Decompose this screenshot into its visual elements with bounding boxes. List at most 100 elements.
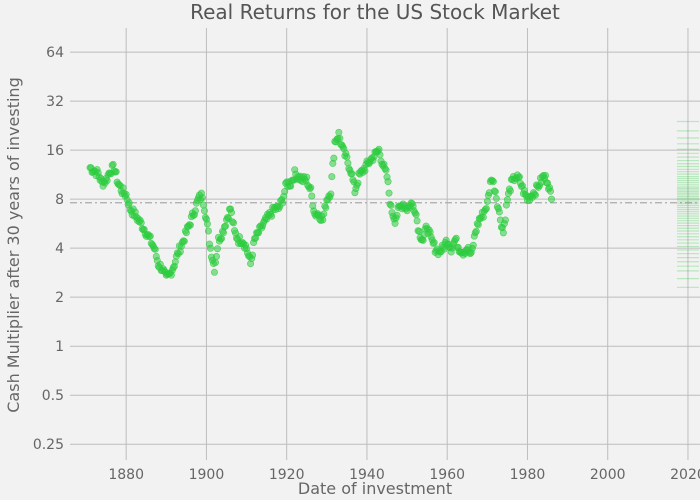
data-point bbox=[385, 189, 393, 197]
data-point bbox=[109, 160, 117, 168]
data-point bbox=[515, 173, 523, 181]
data-point bbox=[281, 188, 289, 196]
y-tick-label: 1 bbox=[55, 339, 64, 355]
data-point bbox=[474, 221, 482, 229]
data-point bbox=[489, 178, 497, 186]
data-point bbox=[327, 190, 335, 198]
data-point bbox=[393, 211, 401, 219]
data-point bbox=[217, 235, 225, 243]
data-point bbox=[322, 204, 330, 212]
data-point bbox=[413, 217, 421, 225]
data-point bbox=[228, 209, 236, 217]
data-point bbox=[472, 227, 480, 235]
data-point bbox=[382, 166, 390, 174]
y-axis-label: Cash Multiplier after 30 years of invest… bbox=[4, 77, 23, 412]
data-point bbox=[191, 207, 199, 215]
distribution-layer bbox=[676, 120, 699, 288]
y-tick-label: 0.25 bbox=[33, 437, 64, 453]
data-point bbox=[186, 221, 194, 229]
data-point bbox=[492, 194, 500, 202]
x-tick-label: 1880 bbox=[108, 467, 144, 483]
data-point bbox=[483, 197, 491, 205]
x-tick-label: 1980 bbox=[510, 467, 546, 483]
x-tick-label: 1940 bbox=[349, 467, 385, 483]
data-point bbox=[203, 220, 211, 228]
data-point bbox=[430, 239, 438, 247]
data-point bbox=[531, 191, 539, 199]
data-point bbox=[206, 244, 214, 252]
data-point bbox=[501, 216, 509, 224]
data-point bbox=[279, 199, 287, 207]
y-tick-label: 4 bbox=[55, 241, 64, 257]
data-point bbox=[348, 170, 356, 178]
data-point bbox=[204, 227, 212, 235]
data-point bbox=[200, 207, 208, 215]
y-tick-label: 0.5 bbox=[42, 388, 64, 404]
data-point bbox=[198, 194, 206, 202]
data-point bbox=[335, 128, 343, 136]
data-points bbox=[86, 128, 556, 279]
data-point bbox=[384, 178, 392, 186]
data-point bbox=[491, 188, 499, 196]
data-point bbox=[125, 199, 133, 207]
y-tick-label: 8 bbox=[55, 192, 64, 208]
data-point bbox=[182, 229, 190, 237]
data-point bbox=[376, 151, 384, 159]
data-point bbox=[307, 184, 315, 192]
data-point bbox=[211, 259, 219, 267]
data-point bbox=[230, 219, 238, 227]
data-point bbox=[482, 205, 490, 213]
data-point bbox=[336, 134, 344, 142]
x-tick-label: 1960 bbox=[429, 467, 465, 483]
data-point bbox=[479, 213, 487, 221]
data-point bbox=[548, 195, 556, 203]
data-point bbox=[236, 233, 244, 241]
data-point bbox=[506, 187, 514, 195]
grid bbox=[70, 28, 700, 460]
data-point bbox=[213, 245, 221, 253]
data-point bbox=[503, 196, 511, 204]
y-tick-label: 2 bbox=[55, 290, 64, 306]
data-point bbox=[328, 173, 336, 181]
data-point bbox=[112, 168, 120, 176]
data-point bbox=[361, 167, 369, 175]
data-point bbox=[199, 201, 207, 209]
x-tick-label: 2000 bbox=[590, 467, 626, 483]
data-point bbox=[180, 237, 188, 245]
data-point bbox=[219, 229, 227, 237]
x-tick-label: 1900 bbox=[189, 467, 225, 483]
x-tick-label: 1920 bbox=[269, 467, 305, 483]
data-point bbox=[303, 173, 311, 181]
data-point bbox=[268, 212, 276, 220]
data-point bbox=[308, 192, 316, 200]
data-point bbox=[387, 201, 395, 209]
y-tick-label: 32 bbox=[46, 94, 64, 110]
data-point bbox=[319, 216, 327, 224]
x-axis-label: Date of investment bbox=[298, 479, 452, 498]
data-point bbox=[146, 232, 154, 240]
data-point bbox=[354, 179, 362, 187]
data-point bbox=[343, 153, 351, 161]
data-point bbox=[499, 229, 507, 237]
data-point bbox=[452, 234, 460, 242]
y-tick-label: 64 bbox=[46, 45, 64, 61]
data-point bbox=[151, 245, 159, 253]
data-point bbox=[210, 268, 218, 276]
data-point bbox=[320, 210, 328, 218]
data-point bbox=[547, 187, 555, 195]
data-point bbox=[495, 208, 503, 216]
data-point bbox=[249, 251, 257, 259]
data-point bbox=[469, 241, 477, 249]
data-point bbox=[221, 222, 229, 230]
data-point bbox=[542, 171, 550, 179]
data-point bbox=[212, 252, 220, 260]
chart-title: Real Returns for the US Stock Market bbox=[190, 0, 560, 24]
y-tick-label: 16 bbox=[46, 143, 64, 159]
data-point bbox=[412, 211, 420, 219]
data-point bbox=[330, 154, 338, 162]
data-point bbox=[103, 177, 111, 185]
